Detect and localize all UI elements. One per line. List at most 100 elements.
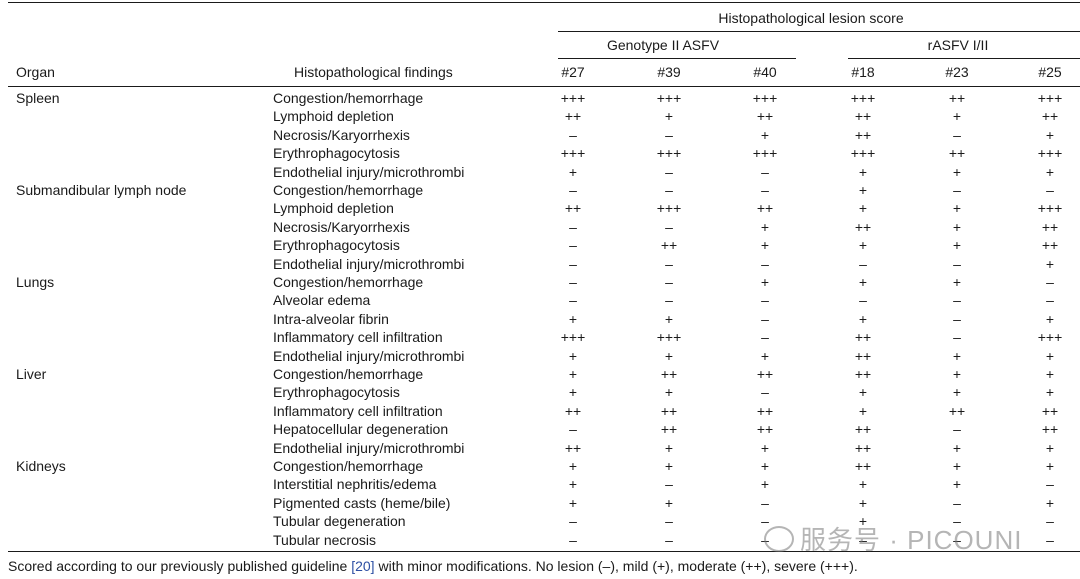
finding-cell: Endothelial injury/microthrombi — [273, 347, 465, 364]
top-rule — [8, 2, 1080, 3]
col-23: #23 — [945, 64, 969, 80]
score-cell: ++ — [1041, 421, 1059, 438]
score-cell: +++ — [1037, 200, 1063, 217]
score-cell: + — [1045, 458, 1055, 474]
table-row: Tubular degeneration – – – + – – — [0, 512, 1080, 530]
score-cell: + — [1045, 255, 1055, 272]
table-row: Inflammatory cell infiltration +++ +++ – ++ –… — [0, 328, 1080, 346]
finding-cell: Congestion/hemorrhage — [273, 274, 424, 290]
score-cell: +++ — [850, 90, 876, 106]
group1-rule — [558, 58, 796, 59]
score-cell: ++ — [1041, 237, 1059, 254]
score-cell: – — [953, 182, 961, 198]
score-cell: ++ — [948, 145, 966, 162]
table-row: Lungs Congestion/hemorrhage – – + + + – — [0, 273, 1080, 291]
score-cell: + — [664, 439, 674, 456]
score-cell: ++ — [756, 421, 774, 438]
finding-cell: Congestion/hemorrhage — [273, 458, 424, 474]
score-cell: + — [760, 237, 770, 254]
table-row: Tubular necrosis – – – – – – — [0, 531, 1080, 549]
score-cell: ++ — [948, 402, 966, 419]
score-cell: + — [760, 439, 770, 456]
table-row: Intra-alveolar fibrin + + – + – + — [0, 310, 1080, 328]
score-cell: + — [664, 458, 674, 474]
score-cell: + — [952, 476, 962, 493]
score-cell: + — [760, 476, 770, 493]
table-row: Lymphoid depletion ++ + ++ ++ + ++ — [0, 107, 1080, 125]
score-cell: – — [953, 310, 961, 327]
table-row: Necrosis/Karyorrhexis – – + ++ – + — [0, 126, 1080, 144]
score-cell: ++ — [854, 421, 872, 438]
score-cell: + — [858, 384, 868, 401]
score-cell: + — [1045, 439, 1055, 456]
score-cell: ++ — [756, 402, 774, 419]
finding-cell: Erythrophagocytosis — [273, 237, 400, 254]
score-cell: – — [953, 513, 961, 530]
finding-cell: Inflammatory cell infiltration — [273, 402, 443, 419]
score-cell: + — [760, 347, 770, 364]
score-cell: ++ — [1041, 402, 1059, 419]
score-cell: ++ — [564, 200, 582, 217]
score-cell: ++ — [756, 108, 774, 125]
col-organ: Organ — [16, 64, 55, 80]
score-cell: + — [858, 310, 868, 327]
score-cell: + — [952, 218, 962, 235]
score-cell: – — [1046, 274, 1054, 290]
table-row: Kidneys Congestion/hemorrhage + + + ++ + + — [0, 457, 1080, 475]
table-row: Erythrophagocytosis – ++ + + + ++ — [0, 236, 1080, 254]
score-cell: + — [858, 513, 868, 530]
score-cell: – — [569, 218, 577, 235]
score-cell: + — [760, 274, 770, 290]
reference-link[interactable]: [20] — [351, 558, 375, 574]
organ-cell: Kidneys — [16, 458, 66, 474]
score-cell: + — [664, 494, 674, 511]
score-cell: – — [569, 126, 577, 143]
score-cell: – — [761, 182, 769, 198]
score-cell: + — [760, 126, 770, 143]
score-cell: ++ — [756, 366, 774, 382]
score-cell: – — [569, 531, 577, 548]
score-cell: – — [665, 513, 673, 530]
col-findings: Histopathological findings — [294, 64, 453, 80]
score-cell: ++ — [564, 108, 582, 125]
score-cell: + — [952, 439, 962, 456]
score-cell: + — [952, 163, 962, 180]
score-cell: + — [760, 218, 770, 235]
score-cell: ++ — [660, 237, 678, 254]
score-cell: + — [1045, 310, 1055, 327]
col-27: #27 — [561, 64, 585, 80]
table-row: Endothelial injury/microthrombi + – – + + + — [0, 163, 1080, 181]
score-cell: ++ — [854, 218, 872, 235]
group2-rule — [848, 58, 1080, 59]
organ-cell: Lungs — [16, 274, 55, 290]
score-cell: + — [858, 274, 868, 290]
score-cell: + — [858, 237, 868, 254]
score-cell: – — [761, 513, 769, 530]
finding-cell: Endothelial injury/microthrombi — [273, 163, 465, 180]
finding-cell: Lymphoid depletion — [273, 200, 394, 217]
score-cell: ++ — [756, 200, 774, 217]
table-row: Interstitial nephritis/edema + – + + + – — [0, 475, 1080, 493]
score-cell: – — [665, 274, 673, 290]
score-cell: ++ — [660, 402, 678, 419]
score-cell: ++ — [1041, 218, 1059, 235]
score-cell: + — [952, 108, 962, 125]
score-cell: – — [859, 531, 867, 548]
col-25: #25 — [1038, 64, 1062, 80]
score-cell: – — [761, 310, 769, 327]
score-cell: – — [953, 531, 961, 548]
score-cell: + — [760, 458, 770, 474]
score-cell: +++ — [1037, 329, 1063, 346]
score-cell: +++ — [656, 90, 682, 106]
finding-cell: Inflammatory cell infiltration — [273, 329, 443, 346]
finding-cell: Erythrophagocytosis — [273, 145, 400, 162]
organ-cell: Liver — [16, 366, 47, 382]
score-cell: +++ — [752, 145, 778, 162]
score-cell: + — [664, 310, 674, 327]
finding-cell: Congestion/hemorrhage — [273, 90, 424, 106]
score-cell: + — [952, 274, 962, 290]
score-cell: – — [569, 513, 577, 530]
watermark-text: 服务号 · PICOUNI — [800, 525, 1023, 555]
score-cell: ++ — [854, 329, 872, 346]
table-row: Pigmented casts (heme/bile) + + – + – + — [0, 494, 1080, 512]
